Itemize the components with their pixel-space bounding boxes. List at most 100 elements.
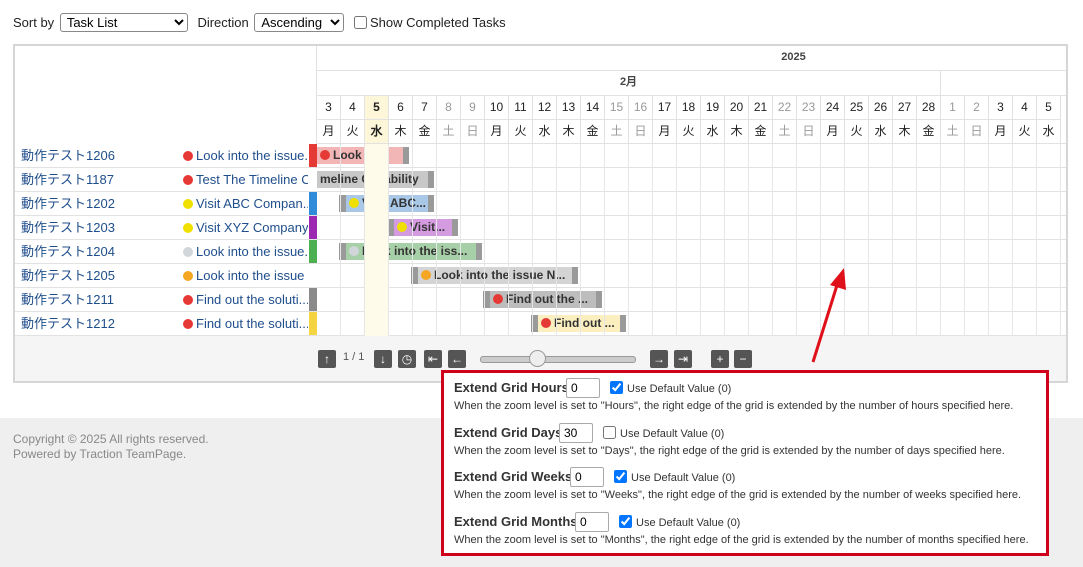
task-name[interactable]: 動作テスト1205 bbox=[21, 268, 115, 283]
grid-column bbox=[821, 144, 845, 336]
weekday-cell: 水 bbox=[1037, 120, 1061, 144]
scroll-left-button[interactable]: ← bbox=[448, 350, 466, 368]
setting-input[interactable] bbox=[566, 378, 600, 398]
checkbox[interactable] bbox=[610, 381, 623, 394]
task-title[interactable]: Visit ABC Compan... bbox=[183, 192, 308, 215]
checkbox[interactable] bbox=[614, 470, 627, 483]
day-cell: 18 bbox=[677, 96, 701, 120]
default-checkbox[interactable]: Use Default Value (0) bbox=[619, 514, 740, 529]
color-strip bbox=[309, 240, 317, 263]
status-dot bbox=[421, 270, 431, 280]
status-dot bbox=[320, 150, 330, 160]
grid-column bbox=[389, 144, 413, 336]
zoom-in-button[interactable]: + bbox=[711, 350, 729, 368]
task-title[interactable]: Look into the issue... bbox=[183, 240, 308, 263]
day-cell: 28 bbox=[917, 96, 941, 120]
move-up-button[interactable]: ↑ bbox=[318, 350, 336, 368]
sort-select[interactable]: Task List bbox=[59, 13, 188, 32]
task-bar[interactable]: Find out the ... bbox=[483, 291, 602, 308]
copyright: Copyright © 2025 All rights reserved. bbox=[13, 432, 209, 446]
default-checkbox[interactable]: Use Default Value (0) bbox=[614, 470, 735, 484]
task-title-text: Find out the soluti... bbox=[196, 316, 308, 331]
day-cell: 23 bbox=[797, 96, 821, 120]
task-name[interactable]: 動作テスト1212 bbox=[21, 316, 115, 331]
settings-box: Extend Grid Hours Use Default Value (0) Wh… bbox=[441, 370, 1049, 556]
grid-column bbox=[989, 144, 1013, 336]
sort-label: Sort by bbox=[13, 15, 55, 30]
default-checkbox[interactable]: Use Default Value (0) bbox=[610, 381, 731, 395]
color-strip bbox=[309, 144, 317, 167]
show-completed[interactable]: Show Completed Tasks bbox=[353, 15, 506, 30]
scroll-right-button[interactable]: → bbox=[650, 350, 668, 368]
task-bar[interactable]: Find out ... bbox=[531, 315, 626, 332]
weekday-cell: 水 bbox=[365, 120, 389, 144]
default-checkbox[interactable]: Use Default Value (0) bbox=[603, 425, 724, 440]
task-name[interactable]: 動作テスト1187 bbox=[21, 172, 114, 187]
checkbox-label: Use Default Value (0) bbox=[631, 472, 736, 484]
task-title-text: Look into the issue ... bbox=[196, 268, 308, 283]
grid-column bbox=[509, 144, 533, 336]
toolbar: Sort by Task List Direction Ascending Sh… bbox=[13, 13, 506, 32]
status-dot bbox=[183, 223, 193, 233]
setting-input[interactable] bbox=[575, 511, 609, 532]
checkbox[interactable] bbox=[619, 514, 632, 528]
task-title[interactable]: Visit XYZ Company... bbox=[183, 216, 308, 239]
grid-column bbox=[629, 144, 653, 336]
bar-label: Find out ... bbox=[554, 316, 615, 330]
grid-column bbox=[725, 144, 749, 336]
day-cell: 15 bbox=[605, 96, 629, 120]
zoom-slider[interactable] bbox=[480, 356, 636, 363]
day-cell: 27 bbox=[893, 96, 917, 120]
direction-select[interactable]: Ascending bbox=[254, 13, 345, 32]
weekday-cell: 日 bbox=[461, 120, 485, 144]
color-strip bbox=[309, 264, 317, 287]
show-completed-checkbox[interactable] bbox=[353, 16, 367, 29]
task-title[interactable]: Find out the soluti... bbox=[183, 312, 308, 335]
show-completed-label: Show Completed Tasks bbox=[369, 15, 506, 30]
zoom-out-button[interactable]: − bbox=[734, 350, 752, 368]
arrow bbox=[811, 268, 846, 363]
weekday-cell: 月 bbox=[821, 120, 845, 144]
zoom-knob[interactable] bbox=[529, 350, 546, 367]
grid-column bbox=[797, 144, 821, 336]
weekday-cell: 木 bbox=[557, 120, 581, 144]
day-cell: 16 bbox=[629, 96, 653, 120]
task-name[interactable]: 動作テスト1202 bbox=[21, 196, 115, 211]
weekday-cell: 火 bbox=[677, 120, 701, 144]
setting-input[interactable] bbox=[570, 467, 604, 487]
grid-column bbox=[341, 144, 365, 336]
checkbox[interactable] bbox=[603, 425, 616, 439]
status-dot bbox=[183, 175, 193, 185]
weekday-cell: 土 bbox=[773, 120, 797, 144]
status-dot bbox=[183, 151, 193, 161]
grid-column bbox=[317, 144, 341, 336]
weekday-cell: 木 bbox=[893, 120, 917, 144]
move-down-button[interactable]: ↓ bbox=[374, 350, 392, 368]
task-name[interactable]: 動作テスト1206 bbox=[21, 148, 115, 163]
task-title[interactable]: Find out the soluti... bbox=[183, 288, 308, 311]
scroll-start-button[interactable]: ⇤ bbox=[424, 350, 442, 368]
setting-label: Extend Grid Hours bbox=[454, 380, 569, 395]
task-name[interactable]: 動作テスト1203 bbox=[21, 220, 115, 235]
weekday-cell: 金 bbox=[413, 120, 437, 144]
today-button[interactable]: ◷ bbox=[398, 350, 416, 368]
day-cell: 21 bbox=[749, 96, 773, 120]
task-title[interactable]: Look into the issue... bbox=[183, 144, 308, 167]
task-row: 動作テスト1212 Find out the soluti... Find out … bbox=[15, 312, 1066, 336]
direction-label: Direction bbox=[197, 15, 249, 30]
setting-input[interactable] bbox=[559, 422, 593, 443]
day-cell: 19 bbox=[701, 96, 725, 120]
task-name[interactable]: 動作テスト1211 bbox=[21, 292, 114, 307]
scroll-end-button[interactable]: ⇥ bbox=[674, 350, 692, 368]
task-title[interactable]: Test The Timeline C... bbox=[183, 168, 308, 191]
weekday-cell: 木 bbox=[725, 120, 749, 144]
weekday-cell: 火 bbox=[845, 120, 869, 144]
grid-column bbox=[677, 144, 701, 336]
weekday-cell: 水 bbox=[701, 120, 725, 144]
task-title[interactable]: Look into the issue ... bbox=[183, 264, 308, 287]
grid-column bbox=[1037, 144, 1061, 336]
task-name[interactable]: 動作テスト1204 bbox=[21, 244, 115, 259]
status-dot bbox=[183, 295, 193, 305]
grid-column bbox=[1013, 144, 1037, 336]
day-cell: 25 bbox=[845, 96, 869, 120]
